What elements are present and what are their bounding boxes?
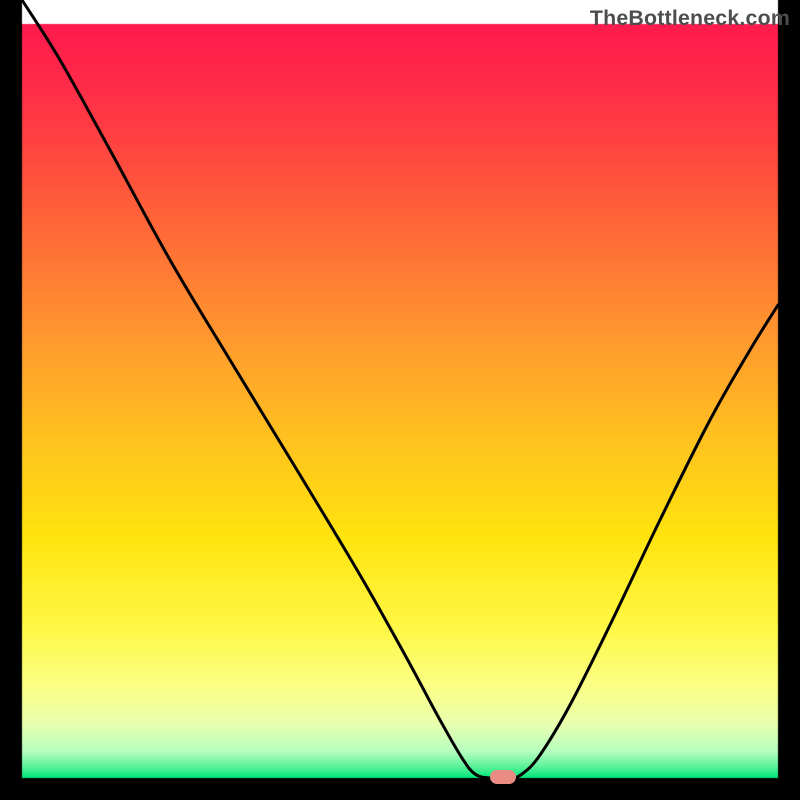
bottleneck-chart: TheBottleneck.com [0, 0, 800, 800]
watermark-text: TheBottleneck.com [590, 6, 790, 31]
optimal-point-marker [490, 770, 516, 784]
bottleneck-curve [22, 0, 778, 779]
curve-overlay [0, 0, 800, 800]
